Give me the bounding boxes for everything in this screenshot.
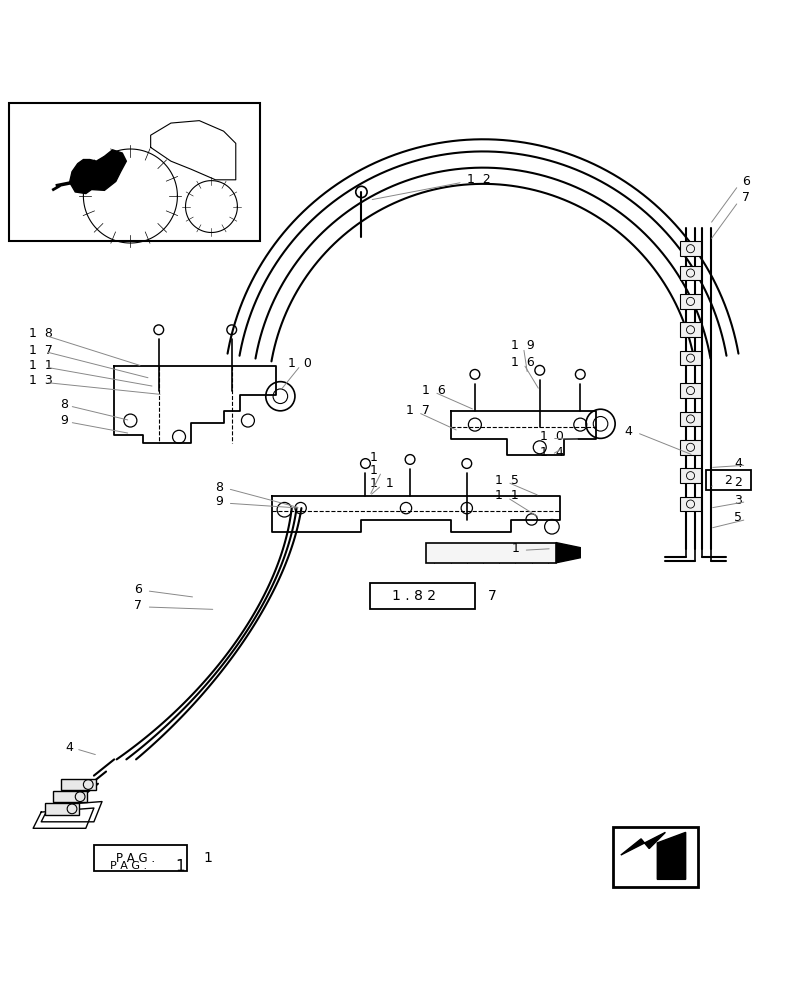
Text: 1  4: 1 4: [539, 446, 563, 459]
Bar: [45, 803, 79, 815]
Text: 1  0: 1 0: [539, 430, 563, 443]
Text: 4: 4: [624, 425, 632, 438]
Bar: [679, 241, 700, 256]
Text: 8: 8: [60, 398, 68, 411]
Polygon shape: [556, 543, 580, 563]
Bar: [679, 497, 700, 511]
Text: 1  1: 1 1: [29, 359, 53, 372]
Text: 1  9: 1 9: [511, 339, 534, 352]
Bar: [369, 583, 474, 609]
Text: 1: 1: [369, 464, 377, 477]
Bar: [679, 383, 700, 398]
Text: 4: 4: [733, 457, 741, 470]
Bar: [679, 412, 700, 426]
Polygon shape: [70, 150, 127, 194]
Text: 8: 8: [215, 481, 223, 494]
Text: 7: 7: [135, 599, 142, 612]
Text: 3: 3: [733, 494, 741, 507]
Text: 1  1: 1 1: [369, 477, 393, 490]
Text: 7: 7: [487, 589, 496, 603]
Bar: [679, 440, 700, 455]
Bar: [9, 103, 260, 241]
Text: 6: 6: [741, 175, 749, 188]
Text: 1  6: 1 6: [422, 384, 445, 397]
Text: 1: 1: [203, 851, 212, 865]
Text: P A G .: P A G .: [116, 852, 155, 865]
Bar: [679, 351, 700, 365]
Bar: [679, 322, 700, 337]
Text: 6: 6: [135, 583, 142, 596]
Bar: [679, 468, 700, 483]
Text: 1  2: 1 2: [466, 173, 490, 186]
Text: 1  1: 1 1: [495, 489, 518, 502]
Bar: [612, 827, 697, 887]
Bar: [54, 791, 88, 802]
Text: 9: 9: [60, 414, 67, 427]
Text: 1 . 8 2: 1 . 8 2: [391, 589, 436, 603]
Text: 1: 1: [369, 451, 377, 464]
Text: 2: 2: [733, 476, 741, 489]
Text: 1  5: 1 5: [495, 474, 518, 487]
Bar: [705, 470, 749, 490]
Text: 1: 1: [511, 542, 518, 555]
Text: 1  7: 1 7: [29, 344, 53, 357]
Text: 4: 4: [66, 741, 73, 754]
Text: 1: 1: [174, 859, 184, 874]
Text: 1  8: 1 8: [29, 327, 53, 340]
Text: 5: 5: [733, 511, 741, 524]
Bar: [679, 294, 700, 309]
Bar: [94, 845, 187, 871]
Text: 9: 9: [215, 495, 223, 508]
Text: 1  7: 1 7: [406, 404, 429, 417]
Polygon shape: [656, 832, 684, 879]
Text: 1  3: 1 3: [29, 374, 53, 387]
Text: 7: 7: [741, 191, 749, 204]
Bar: [426, 543, 556, 563]
Polygon shape: [620, 832, 664, 855]
Bar: [62, 779, 96, 790]
Text: 1  0: 1 0: [288, 357, 312, 370]
Text: 2: 2: [723, 474, 732, 487]
Text: P A G .: P A G .: [110, 861, 147, 871]
Bar: [679, 266, 700, 280]
Text: 1  6: 1 6: [511, 356, 534, 369]
